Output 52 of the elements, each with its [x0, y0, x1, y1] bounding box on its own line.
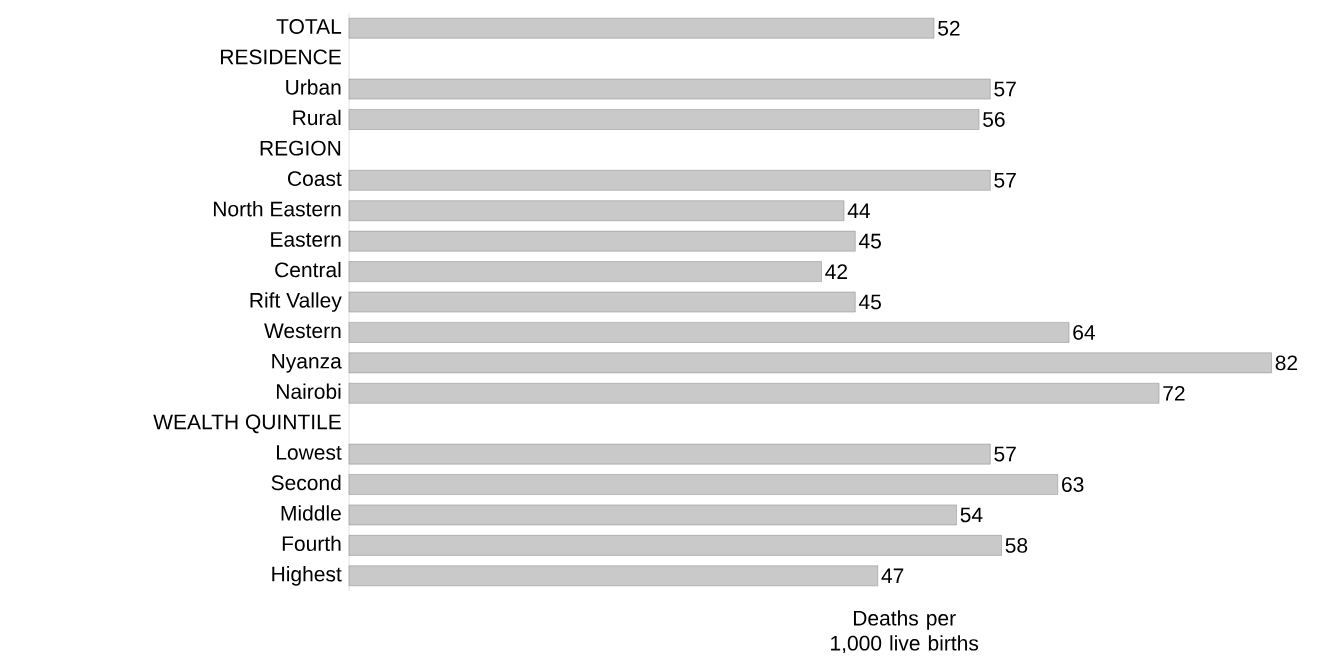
y-tick-label: Central — [275, 261, 341, 278]
y-tick-label: TOTAL — [276, 19, 342, 34]
bar — [348, 565, 878, 586]
data-label: 56 — [983, 112, 1005, 127]
y-tick-label: Urban — [286, 79, 341, 95]
bar — [348, 382, 1160, 404]
y-tick-label: RESIDENCE — [221, 49, 341, 65]
bar — [348, 291, 856, 313]
data-label: 45 — [858, 294, 881, 310]
bar — [348, 261, 822, 282]
bar — [348, 504, 957, 526]
bar — [348, 443, 991, 465]
data-label: 57 — [994, 81, 1016, 97]
y-tick-label: Highest — [272, 566, 342, 586]
y-tick-label: Western — [264, 323, 341, 339]
y-tick-label: Second — [271, 474, 341, 491]
bar — [348, 322, 1070, 343]
data-label: 58 — [1005, 537, 1028, 553]
data-label: 72 — [1163, 385, 1185, 401]
data-label: 44 — [847, 203, 870, 218]
y-tick-label: Rift Valley — [250, 292, 342, 312]
data-label: 54 — [960, 507, 983, 523]
y-tick-label: Rural — [293, 109, 341, 126]
y-tick-label: WEALTH QUINTILE — [153, 414, 341, 434]
bar — [348, 170, 991, 191]
data-label: 57 — [994, 172, 1016, 188]
bar — [348, 230, 856, 252]
data-label: 47 — [881, 568, 904, 583]
y-tick-label: Fourth — [282, 535, 341, 552]
y-tick-label: Middle — [281, 505, 341, 521]
y-tick-label: Coast — [288, 171, 342, 186]
y-tick-label: Eastern — [271, 232, 341, 247]
bar — [348, 17, 935, 39]
bar — [348, 109, 980, 130]
data-label: 63 — [1062, 477, 1084, 492]
y-tick-label: REGION — [260, 140, 341, 156]
y-tick-label: Lowest — [277, 445, 342, 460]
bar — [348, 78, 991, 100]
data-label: 42 — [825, 264, 848, 279]
x-axis-title: Deaths per 1,000 live births — [831, 610, 979, 654]
data-label: 64 — [1073, 324, 1095, 340]
y-tick-label: Nairobi — [277, 383, 341, 399]
bar — [348, 535, 1002, 556]
data-label: 57 — [994, 446, 1016, 462]
bar — [348, 474, 1058, 495]
data-label: 45 — [858, 233, 881, 249]
bar — [348, 352, 1272, 374]
y-tick-label: North Eastern — [213, 200, 341, 217]
y-tick-label: Nyanza — [272, 353, 342, 373]
data-label: 82 — [1275, 355, 1298, 371]
data-label: 52 — [938, 20, 960, 36]
bar — [348, 200, 845, 221]
